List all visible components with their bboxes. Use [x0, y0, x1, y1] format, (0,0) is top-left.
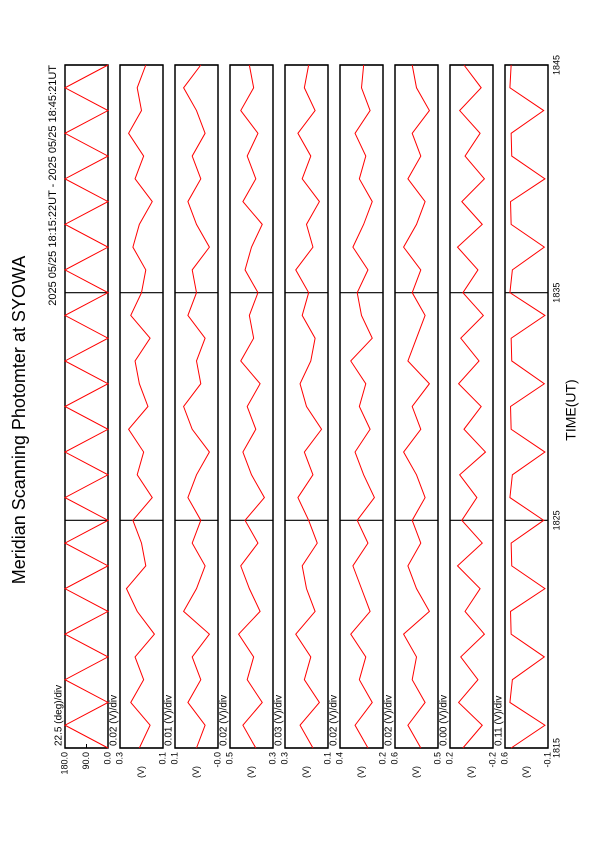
y-tick-label: 0.2: [377, 752, 387, 765]
trace: [509, 64, 546, 749]
y-axis-label: (V): [191, 766, 201, 778]
trace: [182, 64, 211, 749]
x-tick-label: 1815: [551, 738, 561, 758]
x-tick-label: 1825: [551, 510, 561, 530]
y-tick-label: -0.1: [542, 752, 552, 768]
division-label: 0.11 (V)/div: [494, 696, 505, 746]
y-axis-label: (V): [521, 766, 531, 778]
y-tick-label: -0.2: [487, 752, 497, 768]
chart-subtitle: 2025 05/25 18:15:22UT - 2025 05/25 18:45…: [47, 65, 59, 306]
y-tick-label: 0.1: [169, 752, 179, 765]
y-tick-label: 0.6: [389, 752, 399, 765]
division-label: 0.01 (V)/div: [164, 695, 175, 746]
division-label: 0.02 (V)/div: [219, 695, 230, 746]
panel-frame: [504, 64, 549, 749]
chart-title: Meridian Scanning Photomter at SYOWA: [9, 256, 29, 584]
panel-frame: [394, 64, 439, 749]
x-tick-label: 1845: [551, 55, 561, 75]
landscape-plot: Meridian Scanning Photomter at SYOWA 2025…: [9, 55, 579, 778]
y-tick-label: 90.0: [81, 752, 91, 770]
y-tick-label: 0.3: [279, 752, 289, 765]
trace: [456, 64, 487, 749]
division-label: 22.5 (deg)/div: [54, 685, 65, 746]
y-axis-label: (V): [246, 766, 256, 778]
y-tick-label: -0.0: [212, 752, 222, 768]
y-tick-label: 0.2: [444, 752, 454, 765]
trace: [350, 64, 375, 749]
trace: [295, 64, 323, 749]
panel-frame: [119, 64, 164, 749]
division-label: 0.00 (V)/div: [439, 695, 450, 746]
y-tick-label: 0.3: [114, 752, 124, 765]
panel-frame: [449, 64, 494, 749]
division-label: 0.03 (V)/div: [274, 695, 285, 746]
y-tick-label: 0.5: [432, 752, 442, 765]
y-axis-label: (V): [136, 766, 146, 778]
division-label: 0.02 (V)/div: [329, 695, 340, 746]
y-axis-label: (V): [301, 766, 311, 778]
x-axis-label: TIME(UT): [563, 379, 579, 440]
y-tick-label: 180.0: [59, 752, 69, 775]
y-tick-label: 0.1: [157, 752, 167, 765]
trace: [125, 64, 156, 749]
y-axis-label: (V): [356, 766, 366, 778]
x-tick-label: 1835: [551, 283, 561, 303]
trace: [237, 64, 266, 749]
y-axis-label: (V): [411, 766, 421, 778]
y-axis-label: (V): [466, 766, 476, 778]
y-tick-label: 0.6: [499, 752, 509, 765]
division-label: 0.02 (V)/div: [384, 695, 395, 746]
y-tick-label: 0.5: [224, 752, 234, 765]
y-tick-label: 0.4: [334, 752, 344, 765]
y-tick-label: 0.0: [102, 752, 112, 765]
trace: [63, 64, 110, 749]
panel-frame: [339, 64, 384, 749]
y-tick-label: 0.1: [322, 752, 332, 765]
y-tick-label: 0.3: [267, 752, 277, 765]
division-label: 0.02 (V)/div: [109, 695, 120, 746]
trace: [402, 64, 431, 749]
